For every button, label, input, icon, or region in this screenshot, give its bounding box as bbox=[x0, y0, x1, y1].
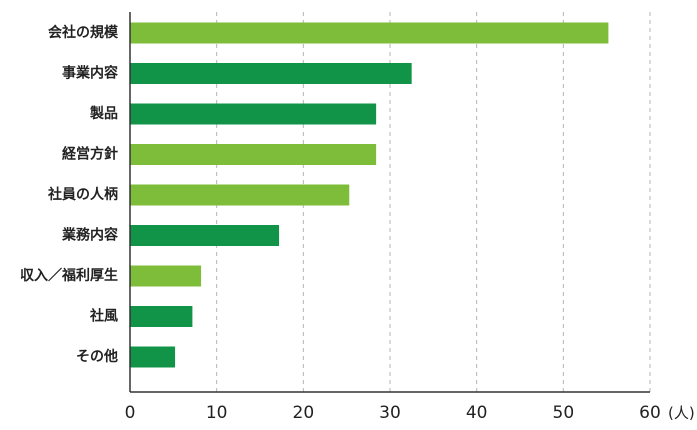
bar bbox=[130, 22, 609, 44]
x-tick-label: 30 bbox=[379, 403, 401, 423]
category-label: 経営方針 bbox=[62, 146, 118, 163]
bar bbox=[130, 103, 377, 125]
category-label: その他 bbox=[76, 348, 118, 365]
bar bbox=[130, 265, 202, 287]
x-tick-label: 20 bbox=[293, 403, 315, 423]
category-label: 業務内容 bbox=[61, 227, 118, 244]
bar bbox=[130, 346, 176, 368]
x-tick-label: 10 bbox=[206, 403, 228, 423]
x-tick-label: 60 bbox=[639, 403, 661, 423]
category-label: 会社の規模 bbox=[48, 24, 119, 41]
bar bbox=[130, 225, 280, 246]
x-tick-label: 0 bbox=[125, 403, 136, 423]
axis-layer bbox=[129, 12, 650, 393]
bar bbox=[130, 306, 193, 327]
bar bbox=[130, 144, 377, 165]
x-tick-label: 50 bbox=[553, 403, 575, 423]
bar bbox=[130, 63, 412, 84]
category-label: 事業内容 bbox=[62, 65, 118, 82]
bar bbox=[130, 184, 350, 206]
category-label: 社風 bbox=[89, 308, 118, 325]
unit-label: (人) bbox=[668, 404, 695, 422]
category-label: 社員の人柄 bbox=[47, 186, 118, 203]
category-label: 収入／福利厚生 bbox=[20, 267, 118, 284]
x-tick-label: 40 bbox=[466, 403, 488, 423]
category-label: 製品 bbox=[89, 105, 118, 122]
bar-layer bbox=[130, 22, 609, 368]
